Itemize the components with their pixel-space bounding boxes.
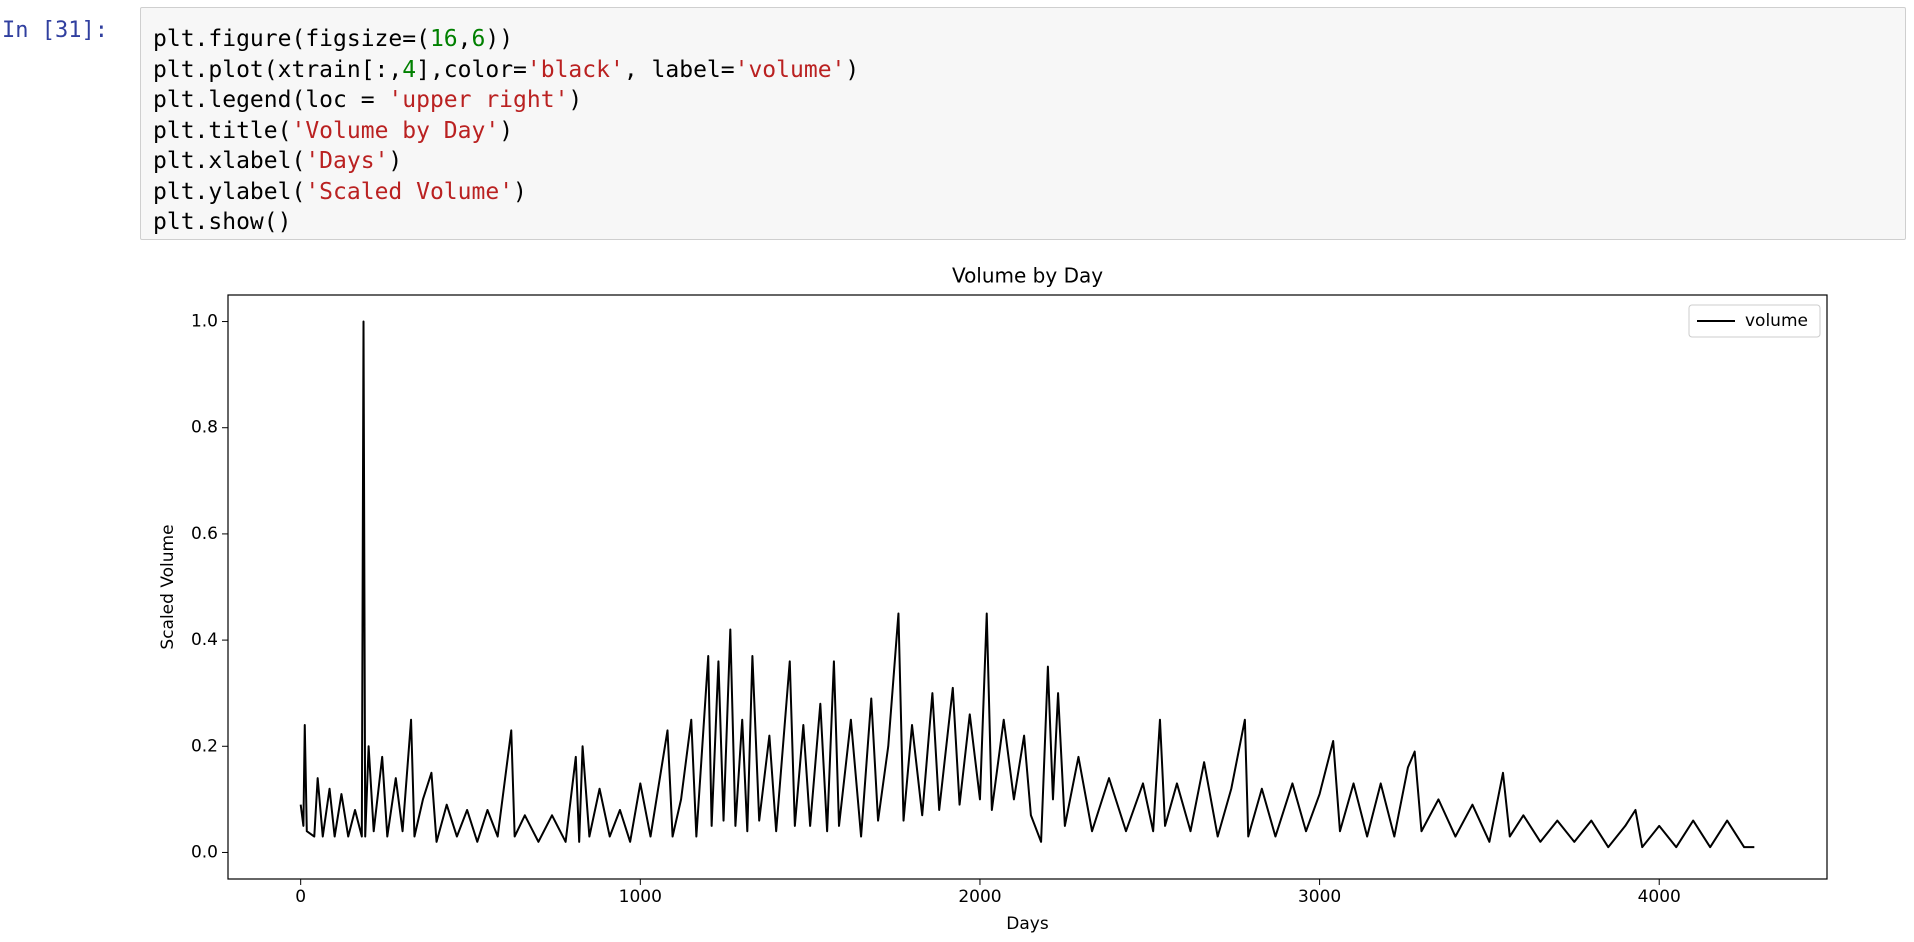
y-tick-label: 0.8 [191,418,218,438]
chart-title: Volume by Day [952,264,1103,288]
y-tick-label: 0.6 [191,524,218,544]
code-token: plt.plot(xtrain[:, [153,56,403,83]
code-line: plt.legend(loc = 'upper right') [153,85,1895,116]
code-token: 16 [429,26,458,52]
legend-box [1688,304,1821,338]
x-tick-label: 3000 [1298,887,1341,907]
code-cell[interactable]: plt.figure(figsize=(16,6)) plt.plot(xtrai… [140,7,1906,240]
code-token: ],color= [416,56,527,83]
x-tick-label: 0 [295,887,306,907]
code-line: plt.show() [153,207,1895,238]
code-token: )) [485,26,514,52]
code-token: plt.figure(figsize=( [153,26,430,52]
plot-frame [227,294,1828,880]
code-token: 'volume' [734,56,846,83]
code-line: plt.plot(xtrain[:,4],color='black', labe… [153,55,1895,86]
code-token: 'Volume by Day' [291,117,500,144]
code-token: plt.ylabel( [153,178,306,205]
data-line [299,320,1755,849]
x-tick-label: 1000 [619,887,662,907]
y-tick-label: 0.0 [191,842,218,862]
y-tick-label: 1.0 [191,312,218,332]
code-token: plt.show() [153,209,292,235]
x-tick-label: 2000 [958,887,1001,907]
code-token: ) [499,117,514,144]
code-token: , [457,26,472,52]
code-token: 6 [471,26,486,52]
code-token: plt.legend(loc = [153,87,389,113]
code-token: plt.xlabel( [153,148,306,174]
y-axis-label: Scaled Volume [158,524,178,649]
code-token: ) [568,87,583,113]
chart: Volume by Day 0 1000 2000 3000 4000 0.0 0.2 0.4 0… [158,264,1828,934]
code-line: plt.figure(figsize=(16,6)) [153,24,1895,55]
cell-prompt: In [31]: [2,18,108,43]
code-token: 'black' [526,56,624,83]
code-line: plt.ylabel('Scaled Volume') [153,177,1895,208]
legend-label: volume [1745,311,1808,331]
code-token: ) [513,178,527,205]
code-token: plt.title( [153,117,292,144]
code-token: ) [388,148,403,174]
x-axis-label: Days [1006,914,1049,934]
code-line: plt.xlabel('Days') [153,146,1895,177]
code-token: 'Scaled Volume' [305,178,514,205]
code-token: 'Days' [305,148,389,174]
code-line: plt.title('Volume by Day') [153,116,1895,147]
x-tick-label: 4000 [1638,887,1681,907]
y-tick-label: 0.2 [191,736,218,756]
code-token: , label= [623,56,735,83]
code-token: 'upper right' [388,87,569,113]
code-token: ) [845,56,860,83]
y-tick-label: 0.4 [191,630,218,650]
code-token: 4 [402,56,417,83]
